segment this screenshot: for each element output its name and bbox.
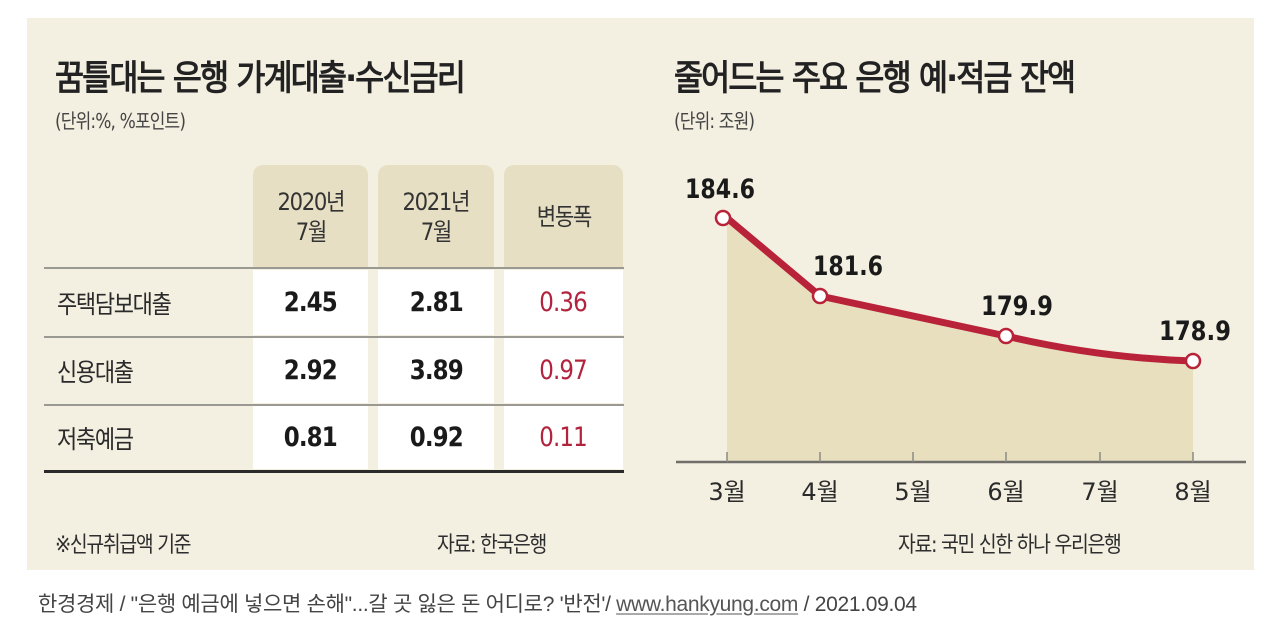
left-unit: (단위:%, %포인트)	[55, 109, 186, 133]
row-label-mortgage: 주택담보대출	[57, 290, 172, 319]
x-label-jun: 6월	[987, 478, 1024, 506]
right-source: 자료: 국민 신한 하나 우리은행	[898, 533, 1122, 558]
cell-credit-2021: 3.89	[378, 338, 494, 403]
row-label-savings: 저축예금	[57, 425, 134, 454]
x-label-mar: 3월	[708, 478, 745, 506]
cell-savings-2021: 0.92	[378, 406, 494, 469]
column-header-change: 변동폭	[504, 165, 623, 268]
cell-credit-2020: 2.92	[253, 338, 368, 403]
cell-mortgage-2020: 2.45	[253, 270, 368, 335]
x-label-jul: 7월	[1081, 478, 1118, 506]
data-label-apr: 181.6	[813, 251, 883, 282]
image-caption: 한경경제 / "은행 예금에 넣으면 손해"...갈 곳 잃은 돈 어디로? '…	[38, 588, 917, 618]
data-label-aug: 178.9	[1159, 316, 1231, 347]
left-title: 꿈틀대는 은행 가계대출·수신금리	[55, 59, 466, 99]
marker-mar	[714, 209, 732, 227]
area-fill	[727, 218, 1193, 462]
marker-aug	[1184, 352, 1202, 370]
column-header-2020: 2020년 7월	[253, 165, 368, 268]
data-label-jun: 179.9	[981, 291, 1053, 322]
caption-date: / 2021.09.04	[798, 593, 917, 616]
table-header-divider	[44, 267, 624, 269]
marker-jun	[997, 327, 1015, 345]
marker-apr	[811, 287, 829, 305]
left-footnote: ※신규취급액 기준	[55, 533, 191, 558]
infographic-panel	[27, 18, 1254, 570]
data-markers	[714, 209, 1202, 370]
cell-savings-2020: 0.81	[253, 406, 368, 469]
right-title: 줄어드는 주요 은행 예·적금 잔액	[674, 59, 1076, 99]
x-label-aug: 8월	[1174, 478, 1211, 506]
row-label-credit-loan: 신용대출	[57, 358, 134, 387]
caption-text: 한경경제 / "은행 예금에 넣으면 손해"...갈 곳 잃은 돈 어디로? '…	[38, 593, 617, 616]
right-unit: (단위: 조원)	[674, 109, 755, 133]
cell-mortgage-change: 0.36	[504, 270, 623, 335]
row-divider	[44, 404, 624, 406]
cell-mortgage-2021: 2.81	[378, 270, 494, 335]
cell-savings-change: 0.11	[504, 406, 623, 469]
data-label-mar: 184.6	[685, 174, 755, 205]
column-header-2021: 2021년 7월	[378, 165, 494, 268]
left-source: 자료: 한국은행	[437, 533, 547, 558]
row-divider	[44, 336, 624, 338]
x-label-apr: 4월	[801, 478, 838, 506]
cell-credit-change: 0.97	[504, 338, 623, 403]
x-ticks	[726, 452, 1194, 462]
source-link[interactable]: www.hankyung.com	[616, 593, 799, 616]
table-bottom-rule	[44, 470, 624, 473]
x-label-may: 5월	[894, 478, 931, 506]
